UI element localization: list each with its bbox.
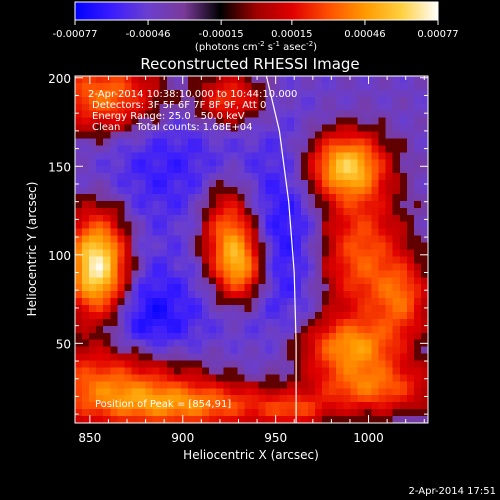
colorbar-tick-label: -0.00077 [53,29,98,40]
colorbar-unit-label: (photons cm-2 s-1 asec-2) [195,40,317,53]
y-tick-label: 150 [48,160,71,174]
solar-limb-curve [265,76,297,423]
y-tick-label: 50 [56,337,71,351]
colorbar-tick-label: -0.00015 [199,29,244,40]
colorbar-tick-label: -0.00046 [126,29,171,40]
info-detectors: Detectors: 3F 5F 6F 7F 8F 9F, Att 0 [92,100,266,111]
y-axis-label: Heliocentric Y (arcsec) [25,182,39,317]
peak-position-label: Position of Peak = [854,91] [95,399,231,410]
x-tick-label: 900 [171,431,194,445]
colorbar [74,1,439,21]
plot-timestamp: 2-Apr-2014 17:51 [409,486,496,497]
x-axis: 850 900 950 1000 [78,76,425,445]
colorbar-tick-label: 0.00015 [271,29,312,40]
info-block: 2-Apr-2014 10:38:10.000 to 10:44:10.000 … [88,89,297,133]
y-tick-label: 200 [48,72,71,86]
plot-frame [74,75,429,424]
info-time-range: 2-Apr-2014 10:38:10.000 to 10:44:10.000 [88,89,297,100]
x-tick-label: 1000 [353,431,384,445]
colorbar-tick-label: 0.00077 [417,29,458,40]
x-tick-label: 850 [78,431,101,445]
info-clean-counts: Clean Total counts: 1.68E+04 [92,122,252,133]
x-tick-label: 950 [264,431,287,445]
x-axis-label: Heliocentric X (arcsec) [183,448,319,462]
colorbar-ticks: -0.00077 -0.00046 -0.00015 0.00015 0.00046 0.… [53,20,459,40]
y-axis: 50 100 150 200 [48,72,428,415]
heatmap-image [75,76,428,423]
colorbar-tick-label: 0.00046 [344,29,385,40]
info-energy-range: Energy Range: 25.0 - 50.0 keV [92,111,245,122]
y-tick-label: 100 [48,249,71,263]
chart-title: Reconstructed RHESSI Image [140,55,359,73]
